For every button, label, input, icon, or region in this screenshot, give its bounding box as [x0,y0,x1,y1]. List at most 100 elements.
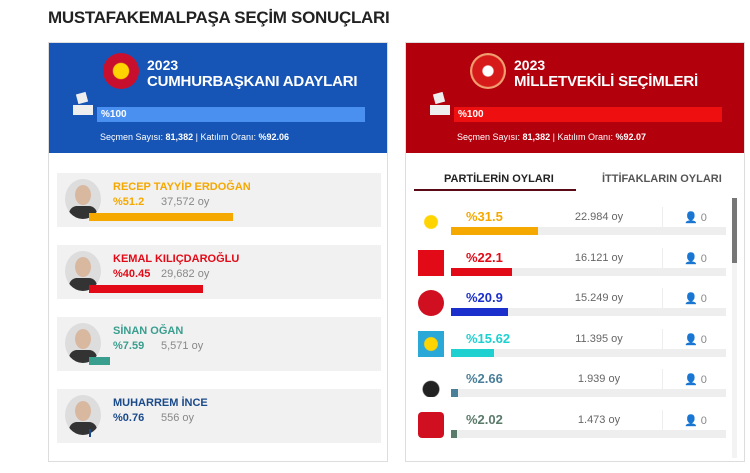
party-percent: %22.1 [466,249,503,265]
person-icon: 👤 [684,374,698,386]
candidate-votes: 556 oy [161,412,195,424]
person-icon: 👤 [684,252,698,265]
stats: Seçmen Sayısı: 81,382 | Katılım Oranı: %… [457,132,647,142]
tab-alliance-votes[interactable]: İTTİFAKLARIN OYLARI [602,173,722,185]
party-row[interactable]: %31.5 22.984 oy 👤 0 [414,205,726,245]
divider [662,288,663,314]
vote-bar-track [451,227,726,235]
party-row[interactable]: %20.9 15.249 oy 👤 0 [414,286,726,326]
vote-bar-fill [89,357,111,365]
candidate-name: SİNAN OĞAN [113,325,184,337]
party-row[interactable]: %22.1 16.121 oy 👤 0 [414,246,726,286]
party-percent: %20.9 [466,290,503,305]
vote-bar-fill [451,348,494,357]
party-row[interactable]: %2.66 1.939 oy 👤 0 [414,367,726,407]
count-progress-bar: %100 [454,107,722,122]
party-percent: %2.02 [466,411,503,427]
vote-bar-track [451,308,726,316]
year: 2023 [147,57,179,73]
party-votes: 1.473 oy [577,413,621,426]
party-percent: %2.66 [466,371,503,386]
vote-bar-fill [89,213,234,221]
presidential-seal-icon [103,53,139,89]
party-votes: 1.939 oy [577,373,621,385]
mhp-crescents-icon [418,290,444,316]
parliament-panel: 2023 MİLLETVEKİLİ SEÇİMLERİ %100 Seçmen … [405,42,745,462]
vote-bar-track [451,348,726,357]
scrollbar[interactable] [732,198,737,458]
divider [662,328,663,355]
person-icon: 👤 [684,414,698,427]
seats: 👤 0 [684,414,707,427]
party-percent: %15.62 [466,330,511,346]
party-votes: 15.249 oy [574,292,624,304]
parliament-header: 2023 MİLLETVEKİLİ SEÇİMLERİ %100 Seçmen … [406,43,744,153]
candidate-percent: %40.45 [113,268,151,280]
vote-bar-track [451,267,726,276]
vote-bar-fill [451,267,512,276]
divider [662,369,663,395]
chp-arrows-icon [418,249,444,276]
candidate-votes: 37,572 oy [161,196,210,208]
candidate-card[interactable]: SİNAN OĞAN %7.59 5,571 oy [57,317,381,371]
vote-bar-track [89,213,371,221]
active-tab-indicator [414,189,576,191]
seats: 👤 0 [684,333,707,346]
seats: 👤 0 [684,374,707,386]
president-panel: 2023 CUMHURBAŞKANI ADAYLARI %100 Seçmen … [48,42,388,462]
party-votes: 16.121 oy [574,251,624,264]
party-row[interactable]: %15.62 11.395 oy 👤 0 [414,327,726,367]
person-icon: 👤 [684,212,698,224]
seats: 👤 0 [684,212,707,224]
panel-title: MİLLETVEKİLİ SEÇİMLERİ [514,73,698,90]
vote-bar-track [451,429,726,438]
person-icon: 👤 [684,333,698,346]
divider [662,207,663,233]
stats: Seçmen Sayısı: 81,382 | Katılım Oranı: %… [100,132,290,142]
vote-bar-fill [451,308,509,316]
page-title: MUSTAFAKEMALPAŞA SEÇİM SONUÇLARI [48,8,390,27]
candidate-name: KEMAL KILIÇDAROĞLU [113,253,240,265]
candidate-name: MUHARREM İNCE [113,397,208,409]
scrollbar-thumb[interactable] [732,198,737,263]
iyi-sun-icon [418,330,444,357]
divider [662,247,663,274]
vote-bar-fill [451,389,459,397]
vote-bar-fill [451,429,457,438]
year: 2023 [514,57,546,73]
candidate-votes: 5,571 oy [161,340,204,352]
seats: 👤 0 [684,252,707,265]
candidate-photo [65,323,101,363]
candidate-name: RECEP TAYYİP ERDOĞAN [113,181,251,193]
candidate-percent: %51.2 [113,196,145,208]
candidate-card[interactable]: MUHARREM İNCE %0.76 556 oy [57,389,381,443]
party-votes: 11.395 oy [575,332,623,345]
candidate-photo [65,395,101,435]
vote-bar-fill [451,227,538,235]
party-row[interactable]: %2.02 1.473 oy 👤 0 [414,408,726,448]
vote-bar-track [89,285,371,293]
candidate-percent: %7.59 [113,340,145,352]
ballot-box-icon [73,91,93,115]
candidate-percent: %0.76 [113,412,145,424]
tab-party-votes[interactable]: PARTİLERİN OYLARI [444,173,554,185]
person-icon: 👤 [684,293,698,305]
party-votes: 22.984 oy [574,211,624,223]
vote-bar-fill [89,429,92,437]
count-progress-bar: %100 [97,107,365,122]
vote-bar-fill [89,285,204,293]
panel-title: CUMHURBAŞKANI ADAYLARI [147,73,358,90]
party-percent: %31.5 [466,209,503,224]
candidate-card[interactable]: KEMAL KILIÇDAROĞLU %40.45 29,682 oy [57,245,381,299]
vote-bar-track [451,389,726,397]
ballot-box-icon [430,91,450,115]
yrp-crescent-icon [418,411,444,438]
akp-bulb-icon [418,209,444,235]
candidate-card[interactable]: RECEP TAYYİP ERDOĞAN %51.2 37,572 oy [57,173,381,227]
candidate-votes: 29,682 oy [161,268,210,280]
ysp-flame-icon [418,371,444,397]
divider [662,409,663,436]
president-header: 2023 CUMHURBAŞKANI ADAYLARI %100 Seçmen … [49,43,387,153]
vote-bar-track [89,429,371,437]
vote-bar-track [89,357,371,365]
